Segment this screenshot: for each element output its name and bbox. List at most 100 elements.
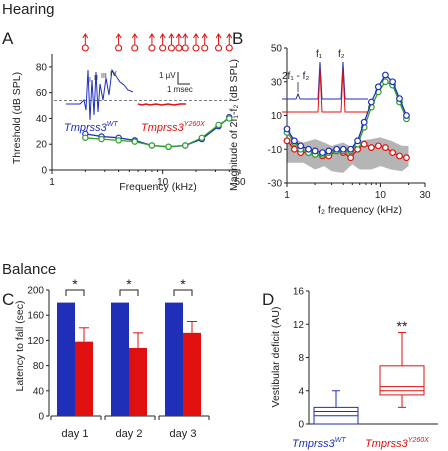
inset-b-dp: 2f₁ - f₂: [282, 71, 309, 82]
inset-a-wt-label: Tmprss3WT: [64, 121, 118, 134]
inset-a-wave-ii: II: [94, 75, 98, 82]
chart-a-xtick-label: 1: [49, 177, 55, 188]
chart-a-arrow-head: [226, 33, 233, 39]
chart-c-significance-star: *: [72, 276, 78, 292]
chart-a-series-1-point: [82, 134, 89, 141]
chart-a-arrow-head: [168, 33, 175, 39]
chart-b-series-2-point: [360, 140, 368, 148]
chart-a-ytick-label: 40: [36, 114, 48, 125]
panel-label-b: B: [232, 29, 243, 48]
chart-b-series-0-point: [381, 71, 389, 79]
inset-a-mut-name: Tmprss3: [141, 122, 185, 134]
chart-c-ylabel: Latency to fall (sec): [14, 300, 26, 391]
inset-b-f2: f₂: [338, 49, 345, 60]
chart-d-ylabel: Vestibular deficit (AU): [270, 307, 282, 408]
chart-b-series-0-point: [297, 142, 305, 150]
chart-b-series-2-point: [389, 149, 397, 157]
chart-a-arrow-head: [215, 33, 222, 39]
chart-c-category-label: day 3: [170, 428, 197, 440]
chart-b-series-0-point: [389, 78, 397, 86]
inset-a-wave-i: I: [89, 77, 91, 84]
chart-b-ytick-label: 50: [271, 44, 283, 55]
inset-a-mut-trace: [137, 103, 186, 106]
chart-d-ytick-label: 16: [293, 287, 305, 298]
chart-d-ytick-label: 8: [298, 353, 304, 364]
chart-a-ytick-label: 60: [36, 88, 48, 99]
chart-a-arrow-head: [182, 33, 189, 39]
inset-a-wt-name: Tmprss3: [64, 122, 108, 134]
chart-d-group-wt-label: Tmprss3WT: [292, 437, 346, 450]
chart-d-mut-sup: Y260X: [408, 437, 429, 444]
panel-label-d: D: [262, 290, 274, 309]
chart-c-significance-star: *: [180, 276, 186, 292]
chart-b-xlabel: f₂ frequency (kHz): [318, 204, 402, 216]
chart-d: 0 4 8 12 16 **: [293, 287, 438, 431]
chart-b-series-0-point: [360, 118, 368, 126]
chart-c-bar-day3-0: [165, 302, 183, 416]
inset-a-mut-label: Tmprss3Y260X: [141, 121, 205, 134]
chart-b-ytick-label: 30: [271, 77, 283, 88]
chart-d-group-mut-label: Tmprss3Y260X: [365, 437, 429, 450]
chart-b-series-0-point: [311, 147, 319, 155]
chart-a-arrow-head: [201, 33, 208, 39]
chart-b-series-2-point: [396, 152, 403, 160]
chart-c-category-label: day 1: [62, 428, 89, 440]
chart-a-arrow-head: [175, 33, 182, 39]
chart-a-series-1-point: [131, 138, 138, 145]
chart-b-series-0-point: [333, 145, 341, 153]
chart-b-series-0-point: [290, 137, 298, 145]
chart-b-series-0-point: [283, 125, 291, 133]
chart-c-ytick-label: 200: [27, 286, 44, 297]
chart-a-arrow-head: [159, 33, 166, 39]
chart-a-no-response-point: [175, 44, 183, 52]
chart-a-series-1-point: [215, 121, 222, 129]
chart-a-arrow-head: [131, 33, 138, 39]
chart-b-series-0-point: [305, 145, 312, 153]
chart-b-series-0-point: [325, 147, 333, 155]
chart-c-ytick-label: 160: [27, 311, 44, 322]
chart-a-no-response-point: [181, 44, 189, 52]
chart-c-ytick-label: 40: [33, 386, 45, 397]
chart-c-significance-bracket: [173, 289, 193, 296]
chart-b-ytick-label: -30: [268, 179, 283, 190]
chart-b-series-0-point: [319, 149, 326, 157]
chart-a-xtick-label: 10: [157, 177, 169, 188]
chart-c-ytick-label: 0: [38, 412, 44, 423]
chart-b-ylabel: Magnitude of 2f₁-f₂ (dB SPL): [228, 59, 240, 191]
chart-a-arrow-head: [115, 33, 122, 39]
chart-a-xtick-label: 50: [234, 177, 246, 188]
chart-c-bar-day1-1: [75, 341, 93, 416]
section-balance: Balance: [2, 261, 56, 278]
chart-c-significance-bracket: [119, 289, 139, 296]
inset-a-wave-iv: IV: [110, 71, 117, 78]
chart-b-series-0-point: [403, 112, 410, 119]
chart-a-series-1-point: [182, 142, 189, 149]
inset-b-mut-spectrum: [282, 69, 368, 113]
chart-a-no-response-point: [201, 44, 209, 52]
inset-a-scale-time: 1 msec: [167, 85, 193, 94]
chart-a-no-response-point: [148, 44, 156, 52]
chart-c-significance-star: *: [126, 276, 132, 292]
chart-b-series-2-point: [403, 154, 410, 162]
chart-d-mut-name: Tmprss3: [365, 438, 409, 450]
chart-c-ytick-label: 80: [33, 361, 45, 372]
chart-a-no-response-point: [225, 44, 233, 52]
chart-c-significance-bracket: [65, 289, 85, 296]
chart-b-series-0-point: [339, 145, 347, 153]
panel-label-c: C: [2, 290, 14, 309]
chart-d-wt-sup: WT: [335, 437, 347, 444]
chart-b-series-2-point: [381, 144, 389, 151]
chart-d-ytick-label: 0: [298, 420, 304, 431]
chart-a-ytick-label: 80: [36, 62, 48, 73]
chart-a-series-1-point: [165, 143, 172, 150]
chart-b-xtick-label: 1: [284, 190, 290, 201]
chart-b-series-0-point: [347, 145, 355, 153]
chart-d-ytick-label: 12: [293, 320, 305, 331]
chart-c-bar-day2-1: [129, 347, 147, 416]
chart-b-series-0-point: [354, 137, 362, 145]
chart-b-series-2-point: [374, 142, 382, 150]
chart-a: 0 20 40 60 80 1 10 50: [36, 33, 246, 188]
chart-a-series-1-point: [198, 134, 206, 141]
chart-a-no-response-point: [215, 44, 223, 52]
chart-a-no-response-point: [167, 44, 175, 52]
